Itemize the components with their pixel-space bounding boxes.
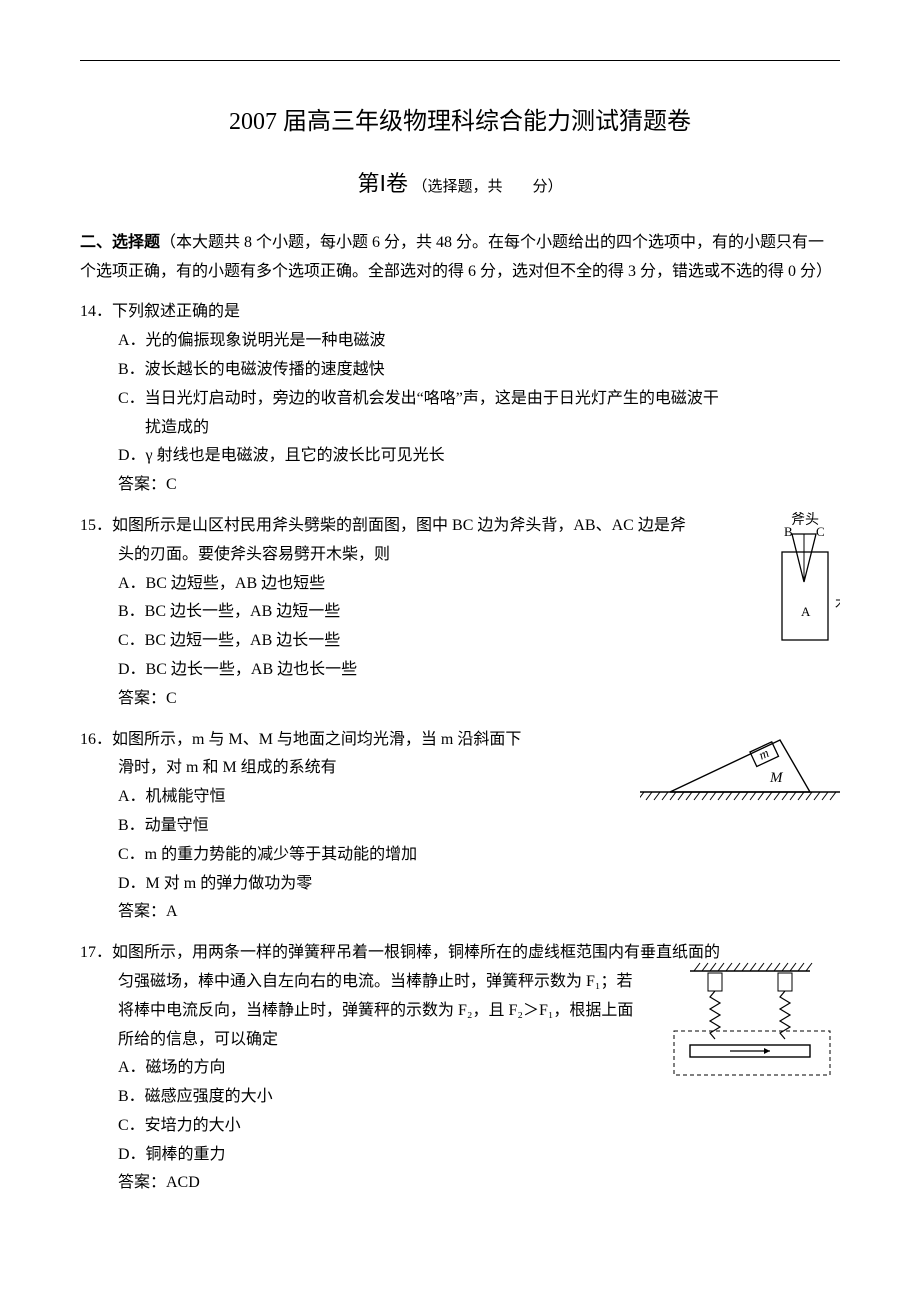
q14-option-b: B．波长越长的电磁波传播的速度越快 <box>80 356 840 385</box>
fig-label-c: C <box>816 524 825 539</box>
q16-answer: 答案：A <box>80 898 840 927</box>
question-14: 14．下列叙述正确的是 A．光的偏振现象说明光是一种电磁波 B．波长越长的电磁波… <box>80 298 840 500</box>
question-17: 17．如图所示，用两条一样的弹簧秤吊着一根铜棒，铜棒所在的虚线框范围内有垂直纸面… <box>80 939 840 1198</box>
q16-option-c: C．m 的重力势能的减少等于其动能的增加 <box>80 841 840 870</box>
q15-stem: 如图所示是山区村民用斧头劈柴的剖面图，图中 BC 边为斧头背，AB、AC 边是斧… <box>112 517 686 563</box>
question-16: M m 16．如图所示，m 与 M、M 与地面之间均光滑，当 m 沿斜面下 滑时… <box>80 726 840 928</box>
q17-number: 17． <box>80 944 112 961</box>
section-label: 二、选择题 <box>80 234 160 251</box>
current-arrow-head <box>764 1048 770 1054</box>
exam-title: 2007 届高三年级物理科综合能力测试猜题卷 <box>80 101 840 144</box>
q17-option-c: C．安培力的大小 <box>80 1112 840 1141</box>
field-box <box>674 1031 830 1075</box>
q16-figure: M m <box>640 726 840 817</box>
q14-option-a: A．光的偏振现象说明光是一种电磁波 <box>80 327 840 356</box>
q16-stem1: 如图所示，m 与 M、M 与地面之间均光滑，当 m 沿斜面下 <box>112 731 521 748</box>
q14-stem: 下列叙述正确的是 <box>112 303 240 320</box>
q14-option-c-line2: 扰造成的 <box>80 414 840 443</box>
fig-label-wood: 木柴 <box>835 596 840 612</box>
q14-number: 14． <box>80 303 112 320</box>
q17-answer: 答案：ACD <box>80 1169 840 1198</box>
q17-figure <box>660 961 840 1102</box>
wood-rect <box>782 552 828 640</box>
fig-label-M: M <box>769 770 784 786</box>
fig-label-axehead: 斧头 <box>791 512 819 528</box>
subtitle-note: （选择题，共 分） <box>412 179 562 195</box>
horizontal-rule <box>80 60 840 61</box>
q17-stem: 如图所示，用两条一样的弹簧秤吊着一根铜棒，铜棒所在的虚线框范围内有垂直纸面的 <box>112 944 720 961</box>
section-instructions: （本大题共 8 个小题，每小题 6 分，共 48 分。在每个小题给出的四个选项中… <box>80 234 832 280</box>
spring-left <box>708 973 722 1039</box>
block-m: m <box>750 741 779 766</box>
subtitle-part: 第Ⅰ卷 <box>357 171 408 196</box>
question-15: 斧头 B C A 木柴 15．如图所示是山区村民用斧头劈柴的剖面图，图中 BC … <box>80 512 840 714</box>
q15-answer: 答案：C <box>80 685 840 714</box>
ground-hatch <box>640 792 836 800</box>
ceiling-hatch <box>694 963 812 971</box>
fig-label-b: B <box>784 524 793 539</box>
fig-label-m: m <box>756 745 771 763</box>
q15-number: 15． <box>80 517 112 534</box>
spring-right <box>778 973 792 1039</box>
q14-option-c: C．当日光灯启动时，旁边的收音机会发出“咯咯”声，这是由于日光灯产生的电磁波干 <box>80 385 840 414</box>
q17-option-d: D．铜棒的重力 <box>80 1141 840 1170</box>
q16-option-d: D．M 对 m 的弹力做功为零 <box>80 870 840 899</box>
q15-figure: 斧头 B C A 木柴 <box>720 512 840 663</box>
q14-stem-line: 14．下列叙述正确的是 <box>80 298 840 327</box>
fig-label-a: A <box>801 604 811 619</box>
wedge-m <box>670 740 810 792</box>
section-header: 二、选择题（本大题共 8 个小题，每小题 6 分，共 48 分。在每个小题给出的… <box>80 229 840 287</box>
q14-option-d: D．γ 射线也是电磁波，且它的波长比可见光长 <box>80 442 840 471</box>
q14-answer: 答案：C <box>80 471 840 500</box>
q16-number: 16． <box>80 731 112 748</box>
exam-subtitle: 第Ⅰ卷 （选择题，共 分） <box>80 164 840 204</box>
